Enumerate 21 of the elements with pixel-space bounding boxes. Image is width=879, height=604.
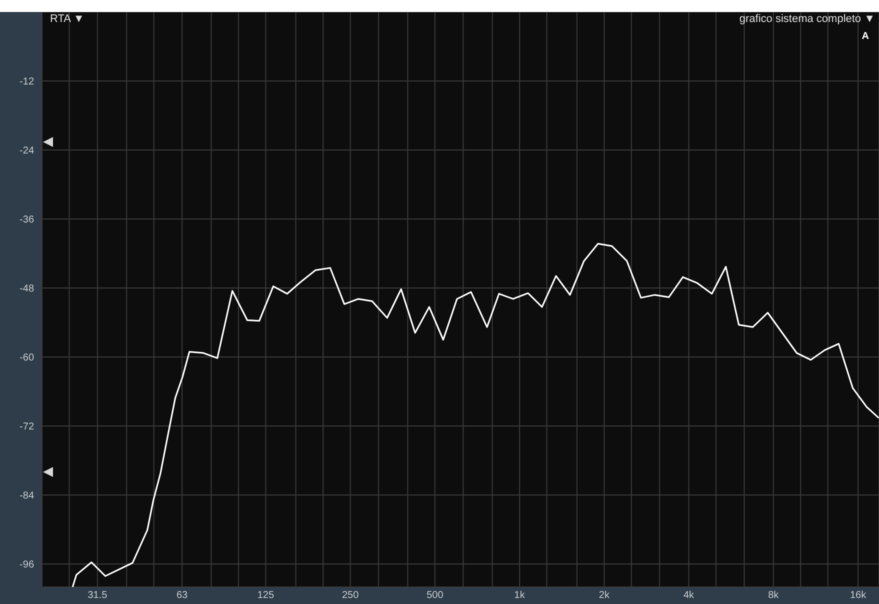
y-tick-label: -48 [20, 284, 34, 295]
chart-title: RTA ▼ [50, 13, 84, 25]
x-tick-label: 8k [768, 590, 780, 602]
x-tick-label: 250 [342, 590, 360, 602]
x-tick-label: 500 [426, 590, 444, 602]
x-tick-label: 4k [684, 590, 696, 602]
y-tick-label: -96 [20, 560, 34, 571]
y-tick-label: -84 [20, 490, 34, 502]
x-tick-label: 2k [598, 590, 610, 602]
x-tick-label: 63 [176, 590, 188, 602]
chart-subtitle: grafico sistema completo ▼ [739, 13, 875, 25]
y-tick-label: -60 [20, 352, 34, 364]
y-tick-label: -24 [20, 146, 34, 157]
x-tick-label: 125 [257, 590, 274, 602]
x-tick-label: 31.5 [88, 590, 108, 602]
y-tick-label: -72 [20, 422, 34, 433]
y-tick-label: -36 [20, 214, 34, 226]
annotation: A [862, 31, 869, 42]
x-tick-label: 1k [514, 590, 526, 602]
y-tick-label: -12 [20, 76, 34, 88]
x-tick-label: 16k [850, 590, 868, 602]
